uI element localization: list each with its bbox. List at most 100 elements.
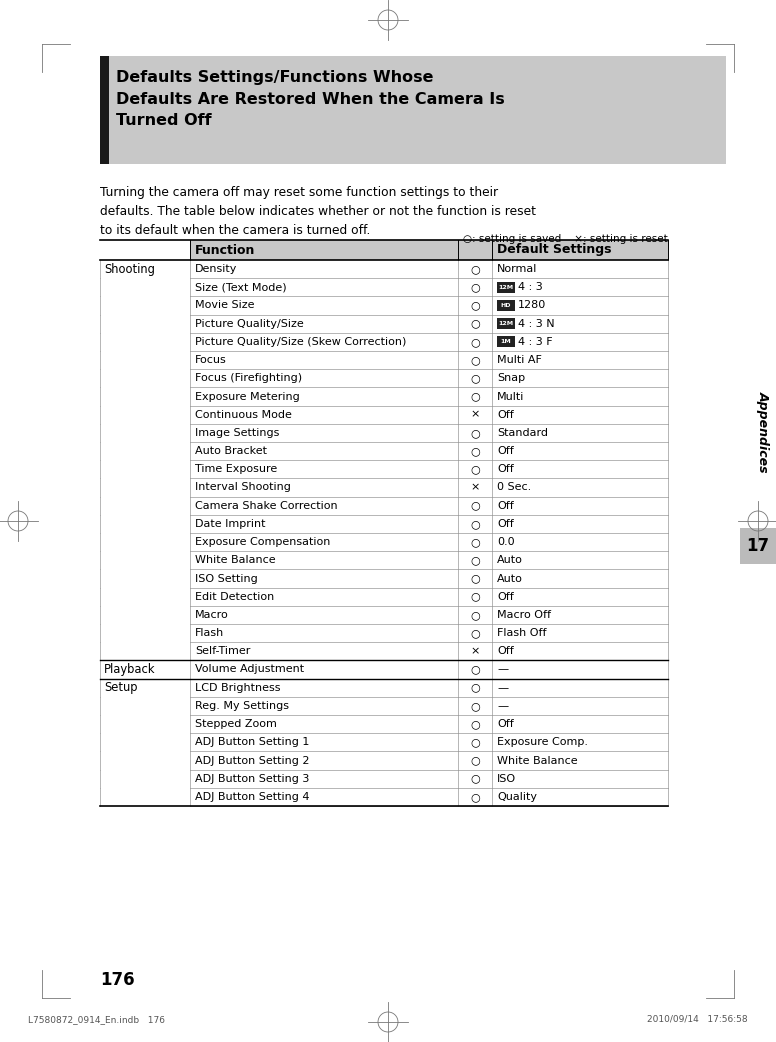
Text: Auto Bracket: Auto Bracket (195, 446, 267, 456)
Text: Function: Function (195, 244, 255, 256)
Bar (497, 281, 515, 293)
Text: 2010/09/14   17:56:58: 2010/09/14 17:56:58 (647, 1015, 748, 1024)
Text: 0.0: 0.0 (497, 537, 514, 547)
Text: Off: Off (497, 501, 514, 511)
Text: Exposure Compensation: Exposure Compensation (195, 537, 331, 547)
Text: Date Imprint: Date Imprint (195, 519, 265, 529)
Text: Macro Off: Macro Off (497, 610, 551, 620)
Text: ○: ○ (470, 501, 480, 511)
Text: White Balance: White Balance (497, 755, 577, 766)
Text: Appendices: Appendices (757, 391, 770, 473)
Bar (100, 56, 109, 164)
Text: HD: HD (501, 303, 511, 308)
Text: ISO: ISO (497, 774, 516, 784)
Text: Auto: Auto (497, 555, 523, 566)
Text: ○: setting is saved    ×: setting is reset: ○: setting is saved ×: setting is reset (463, 234, 668, 244)
Text: Standard: Standard (497, 428, 548, 438)
Text: Normal: Normal (497, 264, 537, 274)
Text: ○: ○ (470, 264, 480, 274)
Text: ○: ○ (470, 319, 480, 328)
Text: ISO Setting: ISO Setting (195, 573, 258, 584)
Text: ○: ○ (470, 337, 480, 347)
Text: ○: ○ (470, 300, 480, 311)
Text: —: — (497, 665, 508, 674)
Text: —: — (497, 701, 508, 711)
Text: Flash: Flash (195, 628, 224, 638)
Text: Exposure Metering: Exposure Metering (195, 392, 300, 401)
Bar (190, 240, 668, 260)
Text: ○: ○ (470, 701, 480, 711)
Bar (100, 56, 726, 164)
Bar (497, 337, 515, 347)
Text: Image Settings: Image Settings (195, 428, 279, 438)
Text: 176: 176 (100, 971, 134, 989)
Text: Reg. My Settings: Reg. My Settings (195, 701, 289, 711)
Text: ○: ○ (470, 537, 480, 547)
Text: Quality: Quality (497, 792, 537, 802)
Text: ○: ○ (470, 519, 480, 529)
Text: Picture Quality/Size: Picture Quality/Size (195, 319, 303, 328)
Text: Edit Detection: Edit Detection (195, 592, 274, 601)
Text: 12M: 12M (498, 284, 514, 290)
Text: Playback: Playback (104, 663, 155, 676)
Text: ×: × (470, 482, 480, 493)
Text: ○: ○ (470, 683, 480, 693)
Text: ○: ○ (470, 774, 480, 784)
Text: LCD Brightness: LCD Brightness (195, 683, 280, 693)
Text: Default Settings: Default Settings (497, 244, 611, 256)
Text: ○: ○ (470, 573, 480, 584)
Text: Movie Size: Movie Size (195, 300, 255, 311)
Text: —: — (497, 683, 508, 693)
Text: Off: Off (497, 519, 514, 529)
Text: Stepped Zoom: Stepped Zoom (195, 719, 277, 729)
Text: ○: ○ (470, 355, 480, 365)
Text: Size (Text Mode): Size (Text Mode) (195, 282, 286, 293)
Text: Picture Quality/Size (Skew Correction): Picture Quality/Size (Skew Correction) (195, 337, 407, 347)
Text: Defaults Settings/Functions Whose
Defaults Are Restored When the Camera Is
Turne: Defaults Settings/Functions Whose Defaul… (116, 70, 504, 128)
Text: ADJ Button Setting 1: ADJ Button Setting 1 (195, 738, 310, 747)
Text: ○: ○ (470, 592, 480, 601)
Text: ○: ○ (470, 555, 480, 566)
Text: Continuous Mode: Continuous Mode (195, 410, 292, 420)
Text: 17: 17 (747, 537, 770, 555)
Text: 4 : 3 N: 4 : 3 N (518, 319, 555, 328)
Text: Exposure Comp.: Exposure Comp. (497, 738, 588, 747)
Text: ADJ Button Setting 4: ADJ Button Setting 4 (195, 792, 310, 802)
Text: 1280: 1280 (518, 300, 546, 311)
Text: ○: ○ (470, 665, 480, 674)
Text: ○: ○ (470, 610, 480, 620)
Text: ○: ○ (470, 628, 480, 638)
Text: ○: ○ (470, 373, 480, 383)
Text: ○: ○ (470, 282, 480, 293)
Text: ○: ○ (470, 792, 480, 802)
Text: ○: ○ (470, 719, 480, 729)
Text: Focus: Focus (195, 355, 227, 365)
Text: White Balance: White Balance (195, 555, 275, 566)
Text: Volume Adjustment: Volume Adjustment (195, 665, 304, 674)
Text: Shooting: Shooting (104, 263, 155, 275)
Text: Macro: Macro (195, 610, 229, 620)
Text: Self-Timer: Self-Timer (195, 646, 251, 656)
Text: ○: ○ (470, 465, 480, 474)
Text: ADJ Button Setting 3: ADJ Button Setting 3 (195, 774, 310, 784)
Text: Off: Off (497, 646, 514, 656)
Bar (497, 318, 515, 329)
Text: Focus (Firefighting): Focus (Firefighting) (195, 373, 302, 383)
Text: Off: Off (497, 446, 514, 456)
Text: 4 : 3 F: 4 : 3 F (518, 337, 553, 347)
Text: 4 : 3: 4 : 3 (518, 282, 542, 293)
Text: Setup: Setup (104, 681, 137, 694)
Text: Off: Off (497, 410, 514, 420)
Text: 0 Sec.: 0 Sec. (497, 482, 532, 493)
Text: Interval Shooting: Interval Shooting (195, 482, 291, 493)
Text: ○: ○ (470, 755, 480, 766)
Text: Turning the camera off may reset some function settings to their
defaults. The t: Turning the camera off may reset some fu… (100, 187, 536, 237)
Text: ○: ○ (470, 392, 480, 401)
Text: ×: × (470, 410, 480, 420)
Bar (740, 528, 776, 564)
Text: Time Exposure: Time Exposure (195, 465, 277, 474)
Text: Density: Density (195, 264, 237, 274)
Text: Camera Shake Correction: Camera Shake Correction (195, 501, 338, 511)
Text: Snap: Snap (497, 373, 525, 383)
Text: ADJ Button Setting 2: ADJ Button Setting 2 (195, 755, 310, 766)
